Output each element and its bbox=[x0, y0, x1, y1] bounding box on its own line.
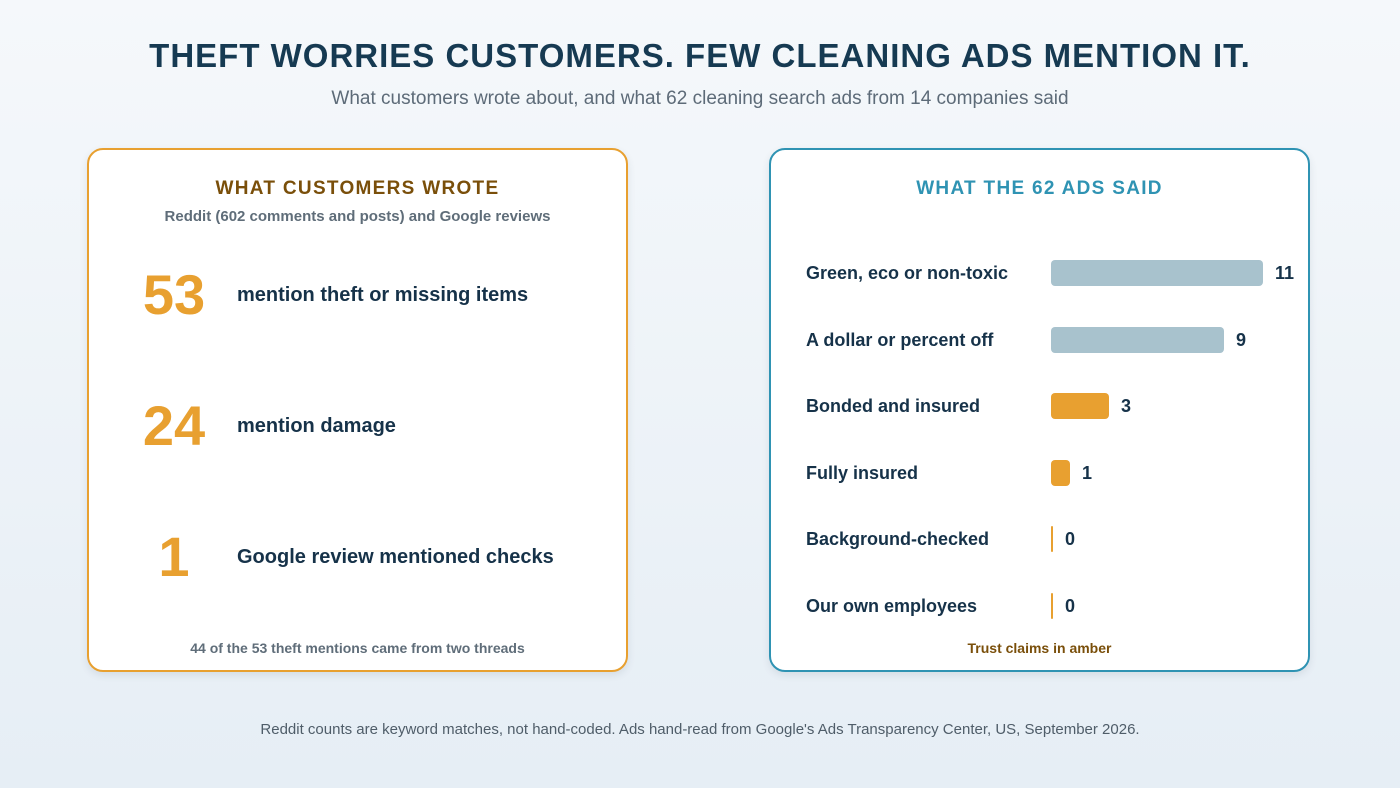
bar-category-label: Green, eco or non-toxic bbox=[806, 263, 1009, 283]
bar-value-label: 0 bbox=[1065, 529, 1076, 549]
bar-row: A dollar or percent off 9 bbox=[771, 320, 1308, 360]
ads-panel-heading: WHAT THE 62 ADS SAID bbox=[916, 178, 1163, 199]
stat-label: mention damage bbox=[237, 415, 396, 437]
bar bbox=[1051, 592, 1053, 619]
bar-track: 0 bbox=[1051, 519, 1263, 559]
bar-category-label: Background-checked bbox=[806, 529, 990, 549]
bar-category-label: Our own employees bbox=[806, 595, 978, 616]
stat-theft: 53 mention theft or missing items bbox=[89, 260, 626, 330]
bar-track: 11 bbox=[1051, 253, 1294, 293]
bar bbox=[1051, 393, 1109, 419]
bar-row: Background-checked 0 bbox=[771, 519, 1308, 559]
stat-value: 24 bbox=[142, 394, 206, 457]
bar-value-label: 3 bbox=[1121, 396, 1132, 416]
bar-track: 9 bbox=[1051, 320, 1263, 360]
stat-label: mention theft or missing items bbox=[237, 284, 529, 306]
bar-row: Our own employees 0 bbox=[771, 586, 1308, 626]
bar-track: 1 bbox=[1051, 453, 1263, 493]
bar-row: Fully insured 1 bbox=[771, 453, 1308, 493]
customers-panel-source: Reddit (602 comments and posts) and Goog… bbox=[164, 208, 551, 225]
bar-value-label: 0 bbox=[1065, 595, 1076, 616]
customers-panel-note: 44 of the 53 theft mentions came from tw… bbox=[190, 640, 525, 656]
bar bbox=[1051, 326, 1224, 353]
bar-category-label: Fully insured bbox=[806, 462, 919, 483]
bar-value-label: 11 bbox=[1275, 263, 1295, 283]
bar-category-label: A dollar or percent off bbox=[806, 329, 994, 350]
page-subtitle: What customers wrote about, and what 62 … bbox=[331, 88, 1069, 109]
bar-value-label: 1 bbox=[1082, 462, 1093, 483]
bar bbox=[1051, 526, 1053, 552]
stat-value: 1 bbox=[158, 525, 190, 588]
bar-row: Green, eco or non-toxic 11 bbox=[771, 253, 1308, 293]
stat-checks: 1 Google review mentioned checks bbox=[89, 522, 626, 592]
customers-panel-heading: WHAT CUSTOMERS WROTE bbox=[215, 178, 500, 199]
stat-damage: 24 mention damage bbox=[89, 391, 626, 461]
stat-value: 53 bbox=[142, 263, 206, 326]
source-footnote: Reddit counts are keyword matches, not h… bbox=[260, 721, 1140, 738]
page-title: THEFT WORRIES CUSTOMERS. FEW CLEANING AD… bbox=[149, 37, 1251, 74]
bar-row: Bonded and insured 3 bbox=[771, 386, 1308, 426]
bar bbox=[1051, 260, 1263, 286]
stat-label: Google review mentioned checks bbox=[237, 546, 554, 568]
bar-track: 3 bbox=[1051, 386, 1263, 426]
customers-panel: WHAT CUSTOMERS WROTE Reddit (602 comment… bbox=[87, 148, 628, 672]
bar-value-label: 9 bbox=[1236, 329, 1247, 350]
ads-panel: WHAT THE 62 ADS SAID Green, eco or non-t… bbox=[769, 148, 1310, 672]
bar-category-label: Bonded and insured bbox=[806, 396, 981, 416]
bar bbox=[1051, 459, 1070, 486]
ads-panel-note: Trust claims in amber bbox=[967, 640, 1112, 656]
bar-track: 0 bbox=[1051, 586, 1263, 626]
